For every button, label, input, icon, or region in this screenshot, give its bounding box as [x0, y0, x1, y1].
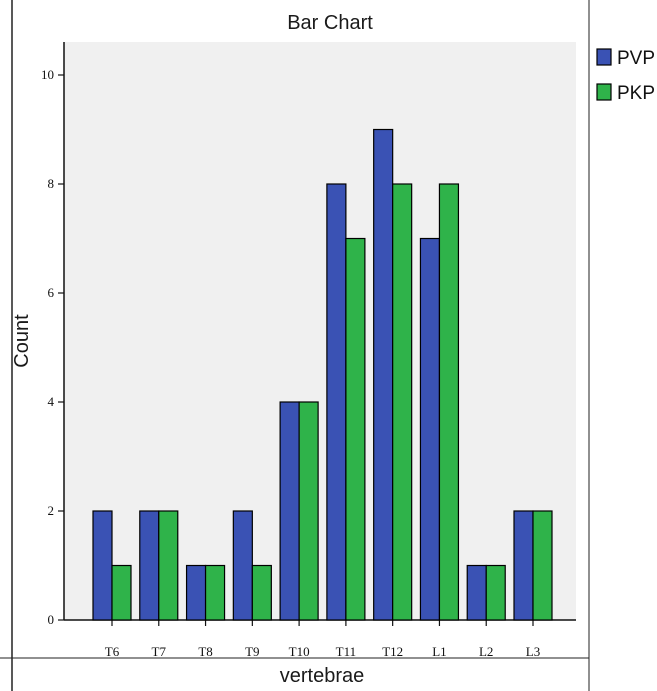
bar-pkp-t6 — [111, 564, 132, 621]
y-axis: 0 2 4 6 8 10 — [41, 42, 65, 627]
bar-pvp-t11 — [326, 183, 347, 621]
x-tick-label: T6 — [105, 644, 120, 659]
bar-pkp-l3 — [532, 510, 553, 621]
y-tick-label: 4 — [48, 394, 55, 409]
x-tick-label: T11 — [336, 644, 356, 659]
y-tick-label: 0 — [48, 612, 55, 627]
legend-swatch-pkp — [596, 83, 612, 101]
x-tick-label: T10 — [289, 644, 310, 659]
x-tick-label: T12 — [382, 644, 403, 659]
x-tick-label: L2 — [479, 644, 493, 659]
legend-label-pvp: PVP — [617, 48, 655, 69]
x-axis: T6 T7 T8 T9 T10 T11 T12 L1 L2 L3 — [64, 619, 576, 659]
bar-pkp-t7 — [158, 510, 179, 621]
y-tick-label: 2 — [48, 503, 55, 518]
bar-pvp-t6 — [92, 510, 113, 621]
bar-pkp-t9 — [251, 564, 272, 621]
x-axis-title: vertebrae — [280, 665, 365, 687]
bar-pkp-l1 — [438, 183, 460, 621]
x-tick-label: T7 — [152, 644, 167, 659]
legend-swatch-pvp — [596, 48, 612, 66]
x-tick-label: L1 — [432, 644, 446, 659]
legend: PVP PKP — [596, 48, 655, 104]
x-tick-label: T9 — [245, 644, 259, 659]
bar-pvp-l2 — [466, 564, 487, 621]
bar-pkp-t8 — [204, 564, 226, 621]
bar-pvp-t12 — [373, 128, 394, 621]
bar-pvp-t10 — [279, 401, 300, 621]
bar-pvp-l1 — [419, 237, 441, 621]
x-tick-label: L3 — [526, 644, 540, 659]
y-tick-label: 10 — [41, 67, 54, 82]
bar-pkp-t11 — [345, 237, 366, 621]
bar-pkp-t10 — [298, 401, 319, 621]
y-tick-label: 6 — [48, 285, 55, 300]
x-tick-label: T8 — [198, 644, 212, 659]
legend-label-pkp: PKP — [617, 83, 655, 104]
bar-pvp-t7 — [139, 510, 160, 621]
bar-pkp-l2 — [485, 564, 506, 621]
chart-title: Bar Chart — [287, 12, 373, 34]
bar-pkp-t12 — [392, 183, 413, 621]
y-tick-label: 8 — [48, 176, 55, 191]
bar-pvp-l3 — [513, 510, 534, 621]
bar-pvp-t9 — [232, 510, 253, 621]
bars-group — [92, 128, 553, 621]
y-axis-title: Count — [11, 314, 33, 368]
bar-pvp-t8 — [185, 564, 207, 621]
